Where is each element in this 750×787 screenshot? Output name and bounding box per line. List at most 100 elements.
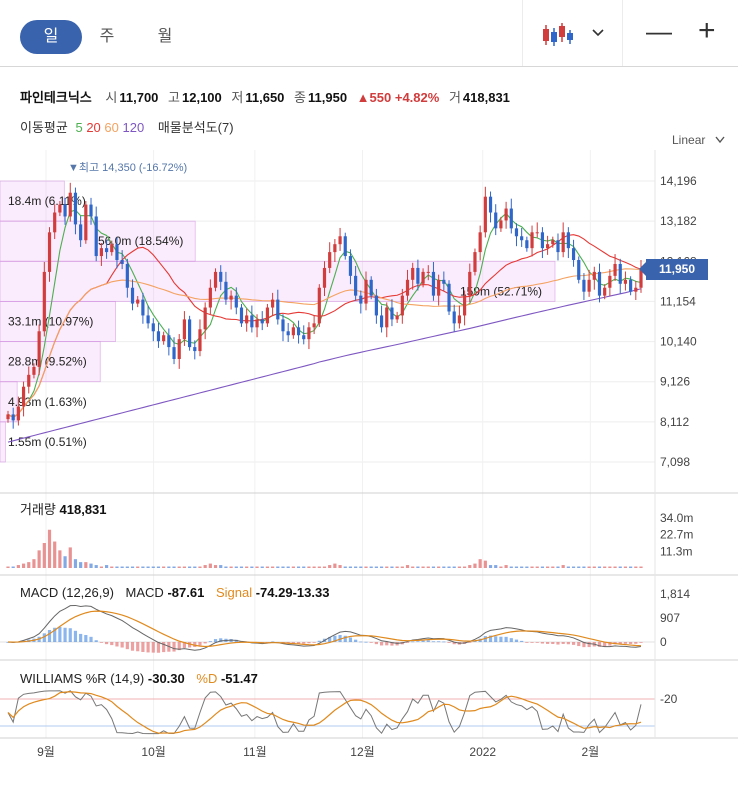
volume-bar [213,565,218,568]
time-tick-label: 10월 [141,745,165,759]
tab-day[interactable]: 일 [20,20,82,54]
macd-histogram-bar [488,635,493,642]
low-label: 저 [231,90,244,105]
volume-bar [11,566,15,568]
macd-series-label: MACD [125,585,164,600]
candle [37,331,41,367]
time-tick-label: 11월 [243,745,267,759]
volume-bar [603,566,607,568]
candle [120,260,124,264]
candle [203,307,207,330]
macd-histogram-bar [291,642,295,644]
williams-value: -30.30 [147,671,185,686]
macd-histogram-bar [84,635,88,642]
volume-bar [483,560,487,568]
macd-histogram-bar [457,642,461,645]
candle [618,263,622,284]
volume-bar [416,566,420,568]
zoom-in-button[interactable]: + [698,14,716,47]
macd-histogram-bar [317,640,321,642]
volume-profile-label: 33.1m (10.97%) [8,315,93,329]
candle [359,295,363,304]
chevron-down-icon [715,136,725,144]
macd-histogram-bar [141,642,145,652]
chevron-down-icon[interactable] [592,28,604,38]
ma-5-label: 5 [75,120,83,135]
candle [167,335,171,348]
candle [369,279,373,296]
candle [47,232,52,272]
macd-histogram-bar [322,638,327,642]
candle [58,204,62,213]
volume-bar [120,566,124,568]
volume-profile-label[interactable]: 매물분석도(7) [157,120,234,135]
macd-histogram-bar [333,635,337,642]
macd-tick-label: 907 [660,611,680,625]
volume-profile-label: 56.0m (18.54%) [98,234,183,248]
macd-histogram-bar [37,636,41,642]
volume-profile-label: 1.55m (0.51%) [8,435,87,449]
macd-histogram-bar [379,642,384,646]
candle [281,319,285,332]
candle [374,295,378,316]
signal-label: Signal [215,585,253,600]
macd-histogram-bar [483,636,487,642]
candle [437,279,441,296]
candle [99,248,103,257]
high-value: 12,100 [182,90,222,105]
macd-histogram-bar [613,642,617,645]
volume-bar [546,566,550,568]
macd-histogram-bar [421,640,425,642]
volume-panel-label: 거래량 418,831 [20,499,107,518]
open-value: 11,700 [119,90,159,105]
candle [561,232,565,253]
volume-bar [504,565,508,568]
candle [136,299,140,304]
volume-title: 거래량 [20,502,56,517]
candle [426,271,430,273]
moving-average-label[interactable]: 이동평균 [20,120,68,135]
candlestick-type-icon[interactable] [540,22,574,48]
volume-bar [219,565,223,568]
candle [63,204,67,217]
volume-bar [561,565,565,568]
volume-bars: 34.0m 22.7m 11.3m [6,511,693,568]
volume-bar [374,566,378,568]
williams-d-label: %D [196,671,218,686]
macd-histogram-bar [239,641,244,642]
macd-histogram-bar [32,638,36,642]
zoom-out-button[interactable]: — [646,16,672,46]
volume-bar [99,566,103,568]
volume-bar [94,565,98,568]
close-label: 종 [294,90,306,105]
ma-60-label: 60 [104,120,119,135]
volume-profile-label: 4.93m (1.63%) [8,395,87,409]
macd-histogram-bar [530,642,534,643]
volume-bar [488,565,493,568]
scale-selector[interactable]: Linear [672,133,725,147]
macd-histogram-bar [73,630,78,642]
macd-histogram-bar [343,635,347,642]
candle [421,271,425,284]
moving-averages [7,209,642,443]
candle [162,335,166,342]
volume-value: 418,831 [462,90,510,105]
tab-month[interactable]: 월 [157,28,173,45]
price-tick-label: 9,126 [660,375,690,389]
tab-week[interactable]: 주 [99,28,115,45]
macd-histogram-bar [281,642,285,643]
volume-bar [260,566,264,568]
candle [603,287,607,296]
macd-histogram-bar [234,639,238,642]
price-tick-label: 8,112 [660,415,689,429]
macd-histogram-bar [11,642,15,643]
macd-histogram-bar [89,636,93,642]
volume-bar [68,547,72,568]
time-axis: 9월 10월 11월 12월 2022 2월 [37,745,599,759]
candle [354,275,358,296]
macd-histogram-bar [193,642,197,648]
volume-profile-bar [0,260,556,302]
volume-bar [556,566,560,568]
volume-bar [385,566,389,568]
volume-bar [32,559,36,568]
